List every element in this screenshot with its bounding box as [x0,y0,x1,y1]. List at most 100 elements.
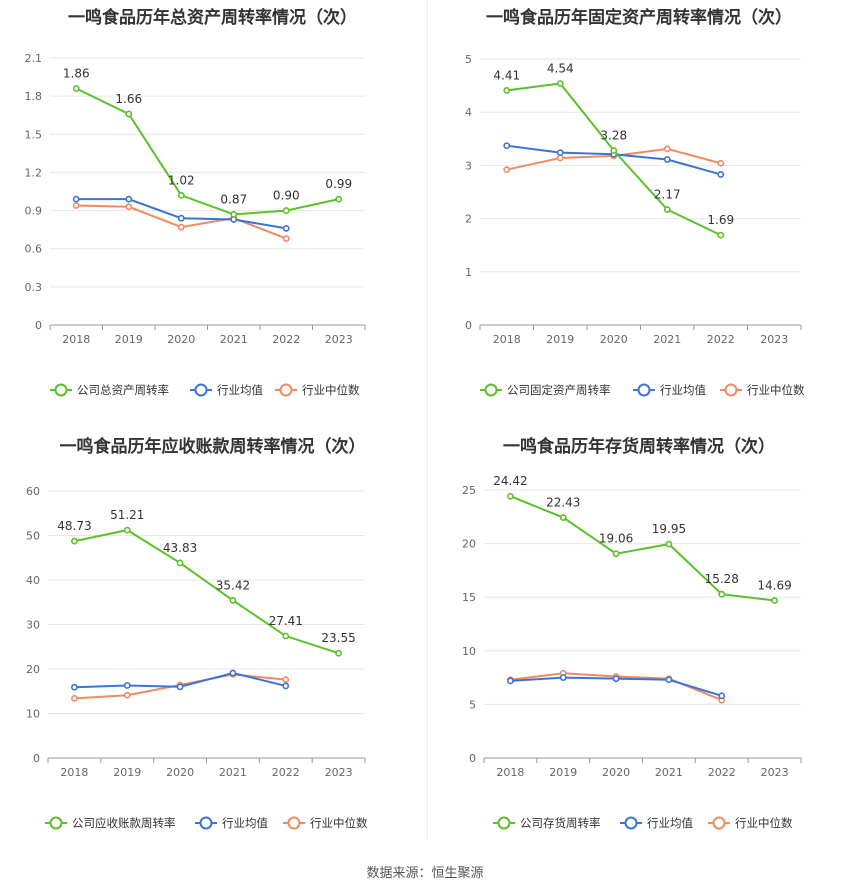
legend-label: 行业均值 [647,816,693,830]
legend-label: 行业中位数 [735,816,793,830]
data-point [556,149,564,157]
y-tick-label: 20 [26,663,40,676]
x-tick-label: 2022 [707,333,735,346]
legend-swatch-marker [624,816,638,830]
chart-inventory-turnover: 一鸣食品历年存货周转率情况（次） 0 5 10 15 20 25 2018 2019 2020 2… [428,428,850,848]
y-tick-label: 1 [465,266,472,279]
data-point [665,676,673,684]
y-tick-label: 10 [26,708,40,721]
data-label: 14.69 [757,579,791,593]
data-point [282,632,290,640]
x-tick-label: 2021 [219,766,247,779]
data-point [610,147,618,154]
x-tick-label: 2020 [602,766,630,779]
legend-swatch-marker [287,816,301,830]
y-tick-label: 15 [462,591,476,604]
data-point [771,597,778,604]
legend-item: 行业中位数 [708,816,793,830]
legend-swatch-marker [194,383,208,397]
y-tick-label: 40 [26,574,40,587]
data-point [229,596,237,604]
line-chart-svg: 0 10 20 30 40 50 60 2018 2019 2020 2021 2022 2023 48.… [26,485,368,830]
x-tick-label: 2019 [115,333,143,346]
data-point [503,142,511,150]
data-point [663,145,671,153]
x-tick-label: 2019 [113,766,141,779]
data-point [559,674,567,681]
data-point [663,156,671,163]
data-point [177,191,185,199]
y-tick-label: 0.6 [25,243,43,256]
line-chart-svg: 0 5 10 15 20 25 2018 2019 2020 2021 2022 2023 24.42 2… [462,474,802,830]
data-point [125,195,133,203]
x-tick-label: 2022 [272,766,300,779]
legend-swatch-marker [199,816,213,830]
y-tick-label: 1.5 [25,128,43,141]
data-point [71,694,78,702]
data-point [718,590,726,598]
data-label: 15.28 [705,572,739,586]
data-label: 0.90 [273,189,300,203]
legend-swatch-marker [49,816,63,830]
chart-title: 一鸣食品历年应收账款周转率情况（次） [59,437,366,457]
legend-label: 行业均值 [217,383,263,397]
x-tick-label: 2022 [708,766,736,779]
series-line [74,529,339,655]
panel-divider [427,0,428,840]
legend-item: 行业均值 [620,816,693,830]
y-tick-label: 5 [469,698,476,711]
data-label: 22.43 [546,496,580,510]
data-point [71,683,78,691]
data-point [507,492,514,500]
y-tick-label: 20 [462,538,476,551]
y-tick-label: 3 [465,159,472,172]
y-tick-label: 0 [33,752,40,765]
data-point [507,677,514,685]
legend-item: 公司固定资产周转率 [480,383,611,397]
y-tick-label: 30 [26,619,40,632]
legend-swatch-marker [712,816,726,830]
legend-item: 行业中位数 [283,816,368,830]
data-point [177,223,185,231]
data-point [229,669,237,677]
data-point [717,159,725,167]
legend-item: 公司存货周转率 [493,816,601,830]
data-label: 0.99 [325,177,352,191]
x-tick-label: 2020 [600,333,628,346]
legend-item: 公司总资产周转率 [50,383,169,397]
data-point [282,682,290,690]
legend-item: 行业均值 [195,816,268,830]
x-tick-label: 2023 [325,766,353,779]
chart-receivables-turnover: 一鸣食品历年应收账款周转率情况（次） 0 10 20 30 40 50 60 2018 2019… [0,428,425,848]
legend-label: 公司存货周转率 [520,816,601,830]
legend-label: 行业中位数 [302,383,360,397]
data-point [717,231,725,239]
legend-swatch-marker [637,383,651,397]
data-point [612,550,620,558]
y-tick-label: 25 [462,484,476,497]
data-point [718,692,726,700]
legend-item: 行业中位数 [720,383,805,397]
data-label: 1.86 [63,67,90,81]
legend-label: 行业中位数 [310,816,368,830]
y-tick-label: 0.9 [25,205,43,218]
data-point [556,80,564,87]
legend-swatch-marker [484,383,498,397]
y-tick-label: 0 [465,319,472,332]
data-label: 43.83 [163,541,197,555]
line-chart-svg: 0 1 2 3 4 5 2018 2019 2020 2021 2022 2023 4.41 4.54 3.… [465,53,805,397]
data-label: 3.28 [600,129,627,143]
y-tick-label: 50 [26,530,40,543]
data-point [559,514,567,521]
y-tick-label: 4 [465,106,472,119]
data-label: 4.54 [547,61,574,75]
series-line [506,82,722,236]
data-point [176,683,184,691]
data-point [282,235,290,242]
data-label: 1.69 [707,213,734,227]
x-tick-label: 2022 [272,333,300,346]
data-source-note: 数据来源：恒生聚源 [366,866,484,881]
y-tick-label: 0 [35,319,42,332]
data-point [665,540,673,548]
legend-swatch-marker [54,383,68,397]
